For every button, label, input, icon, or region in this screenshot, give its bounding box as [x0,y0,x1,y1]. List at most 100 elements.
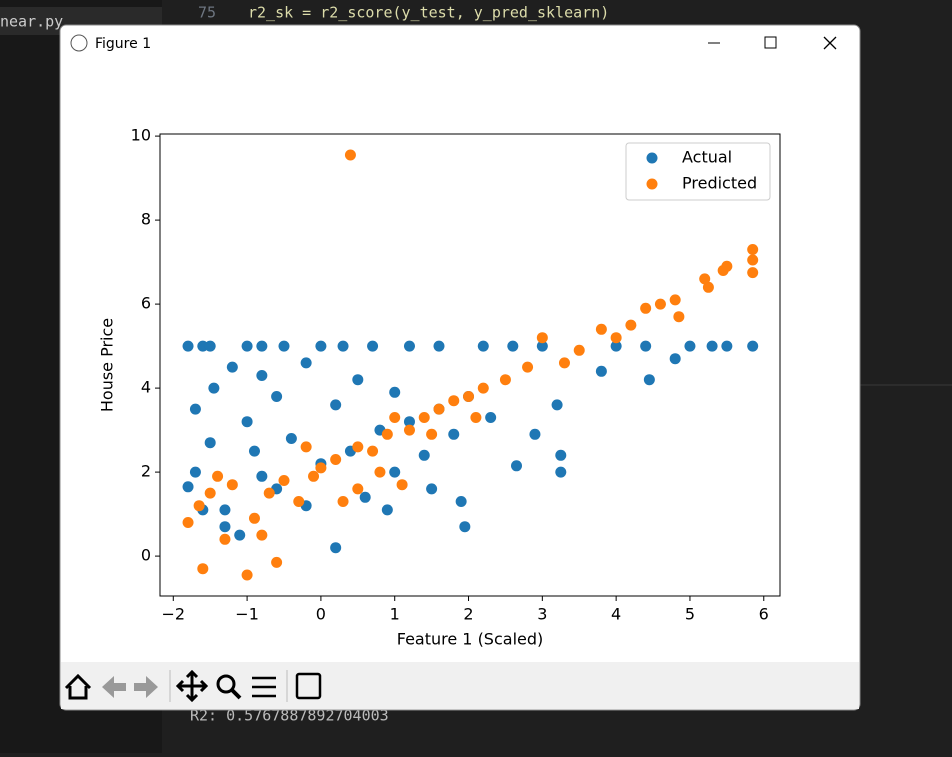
y-tick-label: 6 [141,294,151,313]
data-point [477,340,489,352]
data-point [477,382,489,394]
data-point [278,475,290,486]
data-point [219,521,231,533]
x-tick-label: 3 [537,605,547,624]
data-point [389,412,401,423]
data-point [418,412,430,423]
data-point [555,449,567,461]
y-tick-label: 10 [131,126,151,145]
data-point [182,517,194,528]
data-point [256,370,268,381]
data-point [403,424,415,436]
file-name[interactable]: near.py [0,13,63,31]
data-point [455,496,467,507]
data-point [555,466,567,478]
data-point [219,533,231,545]
legend-label: Actual [682,148,732,167]
data-point [595,365,607,377]
data-point [337,340,349,352]
data-point [315,462,327,474]
data-point [389,386,401,398]
maximize-button[interactable] [764,36,777,49]
data-point [226,361,238,373]
data-point [381,504,393,516]
data-point [182,340,194,352]
data-point [640,340,652,352]
data-point [367,340,379,352]
data-point [241,340,253,352]
data-point [706,340,718,352]
data-point [271,391,283,402]
data-point [507,340,519,352]
data-point [300,357,312,369]
x-axis-label: Feature 1 (Scaled) [397,630,544,649]
data-point [381,428,393,440]
zoom-handle [230,688,242,700]
plot: −2 −1 0 1 2 3 4 5 6 0 2 4 6 8 10 Feature 1 (Scaled) Hous… [98,126,781,649]
data-point [721,340,733,352]
pan-button[interactable] [175,669,209,703]
data-point [248,512,260,524]
data-point [721,260,733,272]
data-point [226,479,238,491]
data-point [654,298,666,310]
data-point [344,149,356,161]
data-point [389,466,401,478]
save-button[interactable] [295,672,322,700]
data-point [669,353,681,365]
data-point [433,340,445,352]
data-point [193,500,205,512]
data-point [263,487,275,499]
data-point [330,542,342,554]
data-point [702,281,714,293]
data-point [485,412,497,423]
data-point [558,357,570,369]
data-point [271,556,283,568]
close-button[interactable] [823,36,837,50]
legend-label: Predicted [682,174,757,193]
y-tick-label: 0 [141,546,151,565]
x-tick-label: −1 [235,605,259,624]
window-title: Figure 1 [95,36,151,52]
data-point [337,496,349,507]
data-point [300,441,312,453]
x-tick-label: 2 [463,605,473,624]
data-point [511,460,522,472]
data-point [625,319,637,331]
data-point [610,332,622,344]
home-button[interactable] [64,673,92,700]
data-point [595,323,607,335]
data-point [308,470,320,482]
legend-marker [646,152,658,164]
data-point [426,428,438,440]
data-point [433,403,445,415]
data-point [248,445,260,457]
data-point [403,416,415,428]
data-point [374,466,386,478]
data-point [219,504,231,516]
configure-button[interactable] [252,676,276,698]
data-point [352,441,364,453]
data-point [197,563,209,575]
y-tick-label: 8 [141,210,151,229]
y-tick-label: 4 [141,378,151,397]
data-point [529,428,541,440]
data-point [418,449,430,461]
zoom-button[interactable] [216,674,236,694]
data-point [204,437,216,449]
data-point [747,267,759,279]
forward-button[interactable] [134,676,158,698]
data-point [499,374,511,386]
data-point [463,391,475,402]
back-button[interactable] [102,676,126,698]
data-point [315,340,327,352]
data-point [536,340,548,352]
data-point [256,470,268,482]
data-point [536,332,548,344]
data-point [551,399,563,411]
y-axis-label: House Price [98,318,117,412]
data-point [330,399,342,411]
data-point [352,374,364,386]
data-point [256,529,268,541]
